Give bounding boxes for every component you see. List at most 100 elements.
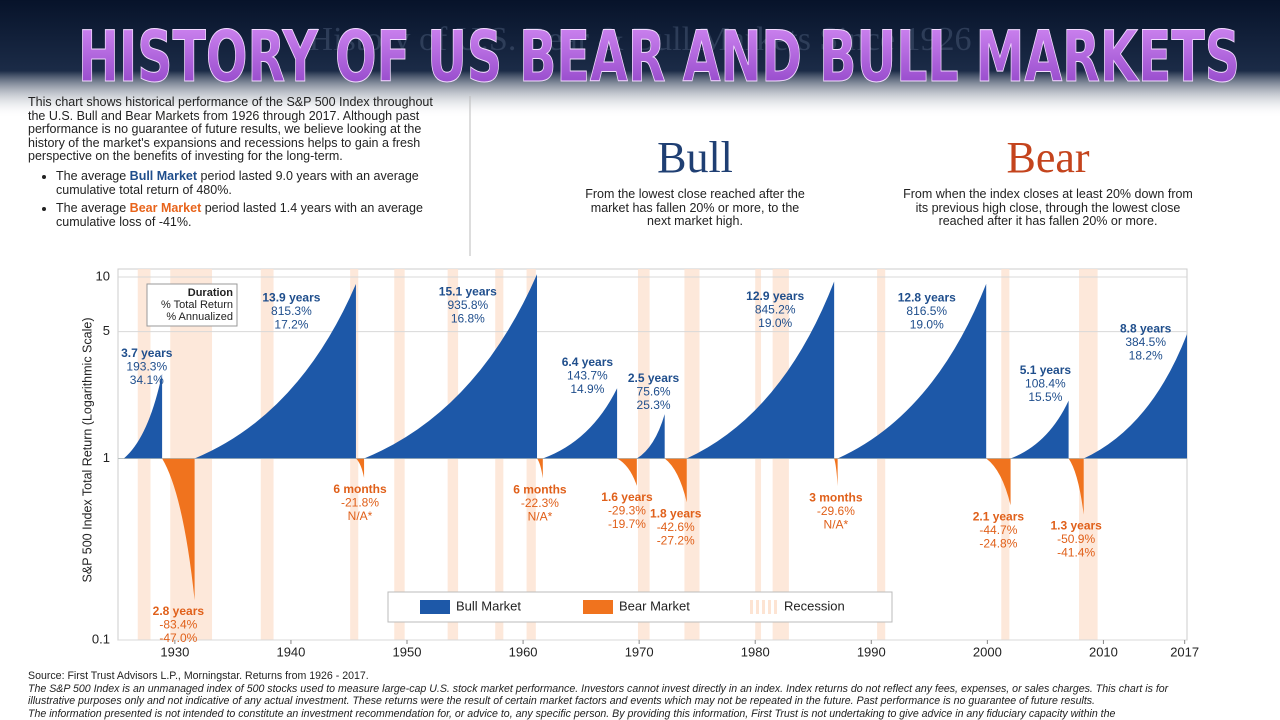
market-label: 75.6% bbox=[637, 385, 671, 399]
market-label: 6.4 years bbox=[562, 355, 614, 369]
market-label: 15.5% bbox=[1028, 390, 1062, 404]
market-label: -24.8% bbox=[979, 536, 1017, 550]
bullet: The average Bear Market period lasted 1.… bbox=[56, 201, 440, 229]
market-label: 2.5 years bbox=[628, 371, 680, 385]
market-label: 1.3 years bbox=[1050, 519, 1102, 533]
market-label: 19.0% bbox=[910, 317, 944, 331]
x-tick-label: 1960 bbox=[509, 644, 538, 659]
market-label: 1.6 years bbox=[601, 490, 653, 504]
banner-background bbox=[0, 0, 1280, 118]
legend-label: Bull Market bbox=[456, 598, 521, 613]
market-label: N/A* bbox=[824, 517, 849, 531]
market-label: 845.2% bbox=[755, 302, 796, 316]
bullet: The average Bull Market period lasted 9.… bbox=[56, 168, 440, 197]
market-label: -47.0% bbox=[159, 631, 197, 645]
x-tick-label: 2000 bbox=[973, 644, 1002, 659]
disclaimer-line: The S&P 500 Index is an unmanaged index … bbox=[28, 682, 1169, 695]
x-tick-label: 2010 bbox=[1089, 644, 1118, 659]
market-label: 19.0% bbox=[758, 316, 792, 330]
source: Source: First Trust Advisors L.P., Morni… bbox=[28, 670, 369, 682]
market-label: 12.9 years bbox=[746, 289, 804, 303]
bullet-highlight: Bear Market bbox=[129, 201, 202, 216]
bull-area bbox=[636, 414, 665, 459]
bear-area bbox=[986, 458, 1011, 506]
x-tick-label: 1980 bbox=[741, 644, 770, 659]
market-label: 8.8 years bbox=[1120, 322, 1172, 336]
market-label: -42.6% bbox=[657, 520, 695, 534]
market-label: 17.2% bbox=[274, 317, 308, 331]
bull-area bbox=[194, 283, 356, 459]
bullet-text: period lasted 1.4 years with an average … bbox=[56, 201, 423, 229]
market-label: N/A* bbox=[528, 510, 553, 524]
legend-label: Bear Market bbox=[619, 598, 690, 613]
y-tick-label: 0.1 bbox=[92, 631, 110, 646]
market-label: 5.1 years bbox=[1020, 363, 1072, 377]
legend-swatch bbox=[420, 600, 450, 614]
market-label: 25.3% bbox=[637, 398, 671, 412]
bull-area bbox=[1010, 400, 1069, 459]
legend-label: Recession bbox=[784, 598, 845, 613]
market-label: -27.2% bbox=[657, 533, 695, 547]
recession-band bbox=[684, 269, 700, 640]
market-label: N/A* bbox=[348, 509, 373, 523]
y-tick-label: 1 bbox=[103, 450, 110, 465]
x-tick-label: 1930 bbox=[160, 644, 189, 659]
bull-area bbox=[837, 283, 987, 459]
market-label: 2.1 years bbox=[973, 509, 1025, 523]
y-axis-label: S&P 500 Index Total Return (Logarithmic … bbox=[80, 318, 94, 583]
market-label: 384.5% bbox=[1125, 335, 1166, 349]
bear-title: Bear bbox=[1006, 133, 1089, 182]
footnotes: Source: First Trust Advisors L.P., Morni… bbox=[28, 670, 1268, 720]
bullet-list: The average Bull Market period lasted 9.… bbox=[28, 168, 440, 229]
intro-text: This chart shows historical performance … bbox=[28, 95, 433, 164]
key-label: % Annualized bbox=[166, 311, 233, 323]
market-label: 6 months bbox=[513, 483, 567, 497]
market-label: 108.4% bbox=[1025, 376, 1066, 390]
market-label: 14.9% bbox=[570, 382, 604, 396]
bear-area bbox=[537, 458, 543, 479]
bullet-text: The average bbox=[56, 168, 130, 183]
legend-box bbox=[387, 591, 893, 623]
market-label: 1.8 years bbox=[650, 506, 702, 520]
market-label: 3 months bbox=[809, 490, 863, 504]
market-label: 935.8% bbox=[447, 298, 488, 312]
market-label: 2.8 years bbox=[153, 604, 205, 618]
market-label: 18.2% bbox=[1129, 349, 1163, 363]
bear-description: From when the index closes at least 20% … bbox=[903, 187, 1193, 229]
market-label: 16.8% bbox=[451, 311, 485, 325]
market-label: 34.1% bbox=[130, 373, 164, 387]
market-label: 816.5% bbox=[906, 304, 947, 318]
market-label: -50.9% bbox=[1057, 532, 1095, 546]
x-tick-label: 1990 bbox=[857, 644, 886, 659]
market-label: 143.7% bbox=[567, 369, 608, 383]
x-tick-label: 1940 bbox=[276, 644, 305, 659]
disclaimer-line: illustrative purposes only and not indic… bbox=[28, 695, 1096, 708]
banner-title: HISTORY OF US BEAR AND BULL MARKETS bbox=[78, 16, 1240, 98]
bull-area bbox=[123, 373, 163, 459]
market-label: 15.1 years bbox=[439, 284, 497, 298]
market-label: -29.6% bbox=[817, 504, 855, 518]
market-label: -41.4% bbox=[1057, 546, 1095, 560]
bull-area bbox=[364, 274, 538, 459]
intro: This chart shows historical performance … bbox=[28, 95, 440, 234]
y-tick-label: 10 bbox=[96, 268, 110, 283]
market-label: 3.7 years bbox=[121, 346, 173, 360]
key-label: Duration bbox=[188, 287, 234, 299]
market-label: -22.3% bbox=[521, 496, 559, 510]
bear-area bbox=[617, 458, 637, 486]
bullet-highlight: Bull Market bbox=[129, 168, 198, 183]
bear-area bbox=[664, 458, 687, 503]
market-label: -83.4% bbox=[159, 618, 197, 632]
market-label: -44.7% bbox=[979, 523, 1017, 537]
bull-title: Bull bbox=[657, 133, 733, 182]
plot-area: 0.1 1 5 10 1930 1940 1950 1960 1970 1980 1990 2000 2… bbox=[80, 268, 1199, 659]
market-label: 12.8 years bbox=[898, 290, 956, 304]
key-label: % Total Return bbox=[161, 299, 233, 311]
bear-area bbox=[162, 458, 195, 601]
market-label: -19.7% bbox=[608, 517, 646, 531]
disclaimer-line: The information presented is not intende… bbox=[28, 707, 1116, 720]
x-tick-label: 1950 bbox=[393, 644, 422, 659]
market-label: 815.3% bbox=[271, 304, 312, 318]
